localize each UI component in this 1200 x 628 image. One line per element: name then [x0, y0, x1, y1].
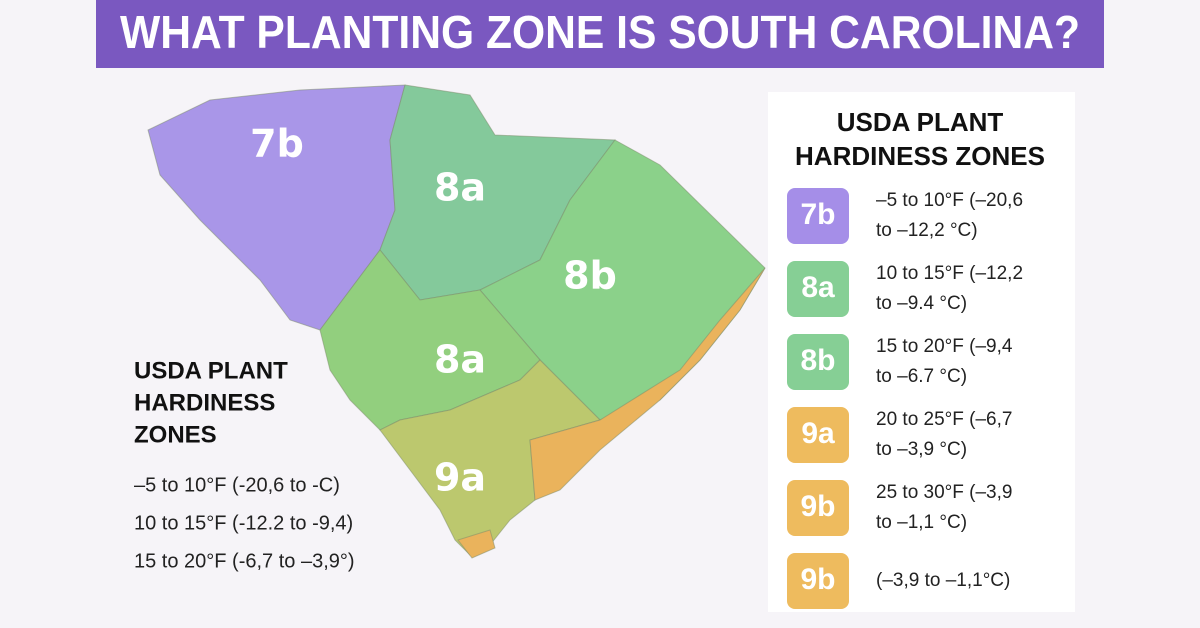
zone-range: 15 to 20°F (–9,4	[876, 336, 1013, 357]
title: WHAT PLANTING ZONE IS SOUTH CAROLINA?	[120, 6, 1080, 58]
zone-range: 25 to 30°F (–3,9	[876, 482, 1012, 503]
zone-swatch	[787, 188, 849, 244]
zone-range: to –1,1 °C)	[876, 512, 967, 533]
map-label: 8b	[563, 254, 617, 298]
legend-item: 10 to 15°F (-12.2 to -9,4)	[134, 512, 353, 534]
legend-item: –5 to 10°F (-20,6 to -C)	[134, 474, 340, 496]
zone-code: 9a	[801, 417, 835, 450]
zone-9b-coast	[529, 267, 766, 501]
map-label: 8a	[434, 166, 486, 210]
map-label: 7b	[250, 122, 304, 166]
map	[147, 84, 766, 559]
zone-code: 9b	[800, 490, 835, 523]
zone-9b-tip	[457, 529, 496, 559]
zone-range: to –12,2 °C)	[876, 220, 978, 241]
legend-item: 15 to 20°F (-6,7 to –3,9°)	[134, 550, 355, 572]
zone-swatch	[787, 261, 849, 317]
map-label: 9a	[434, 456, 486, 500]
left-legend: USDA PLANT HARDINESS ZONES –5 to 10°F (-20,…	[134, 357, 355, 572]
zone-range: 10 to 15°F (–12,2	[876, 263, 1023, 284]
zone-range: (–3,9 to –1,1°C)	[876, 570, 1010, 591]
zone-code: 8b	[800, 344, 835, 377]
legend-title: ZONES	[134, 421, 217, 448]
right-legend: USDA PLANT HARDINESS ZONES 7b –5 to 10°F (–…	[787, 107, 1045, 609]
legend-title: USDA PLANT	[837, 107, 1004, 137]
zone-range: 20 to 25°F (–6,7	[876, 409, 1012, 430]
zone-code: 7b	[800, 198, 835, 231]
map-label: 8a	[434, 338, 486, 382]
legend-title: USDA PLANT	[134, 357, 288, 384]
zone-code: 8a	[801, 271, 835, 304]
legend-title: HARDINESS ZONES	[795, 141, 1045, 171]
zone-range: –5 to 10°F (–20,6	[876, 190, 1023, 211]
zone-range: to –9.4 °C)	[876, 293, 967, 314]
zone-swatch	[787, 553, 849, 609]
zone-range: to –6.7 °C)	[876, 366, 967, 387]
zone-range: to –3,9 °C)	[876, 439, 967, 460]
zone-swatch	[787, 480, 849, 536]
legend-title: HARDINESS	[134, 389, 275, 416]
title-banner	[96, 0, 1104, 68]
zone-swatch	[787, 334, 849, 390]
zone-code: 9b	[800, 563, 835, 596]
zone-swatch	[787, 407, 849, 463]
